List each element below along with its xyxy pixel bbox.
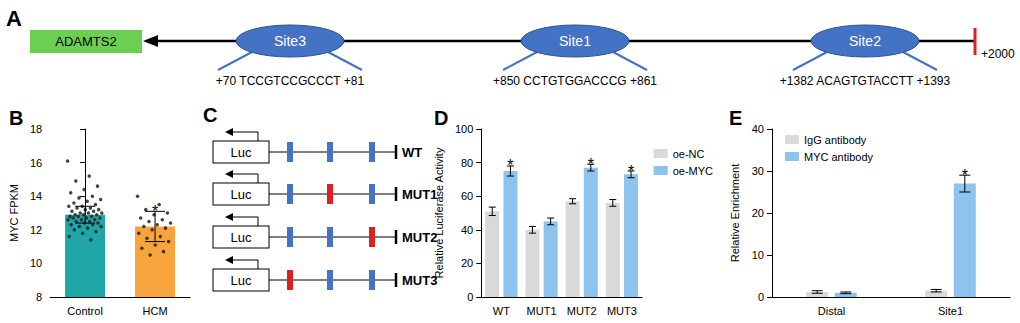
svg-text:MYC antibody: MYC antibody — [804, 151, 874, 163]
svg-text:Relative Enrichment: Relative Enrichment — [729, 164, 741, 262]
svg-text:WT: WT — [493, 305, 510, 317]
svg-text:HCM: HCM — [143, 305, 168, 317]
svg-text:30: 30 — [752, 165, 764, 177]
svg-text:oe-NC: oe-NC — [673, 148, 705, 160]
svg-text:MUT2: MUT2 — [402, 230, 438, 245]
svg-text:+70 TCCGTCCGCCCT +81: +70 TCCGTCCGCCCT +81 — [216, 74, 365, 88]
svg-text:MUT2: MUT2 — [567, 305, 597, 317]
svg-text:Relative Luciferase Activity: Relative Luciferase Activity — [433, 147, 445, 278]
svg-text:18: 18 — [30, 123, 42, 135]
svg-text:0: 0 — [467, 291, 473, 303]
svg-text:+850 CCTGTGGACCCG +861: +850 CCTGTGGACCCG +861 — [493, 74, 657, 88]
svg-text:8: 8 — [36, 291, 42, 303]
svg-text:40: 40 — [752, 123, 764, 135]
svg-text:C: C — [203, 104, 217, 126]
svg-text:*: * — [152, 203, 158, 220]
svg-text:MUT3: MUT3 — [402, 273, 438, 288]
svg-text:40: 40 — [461, 224, 473, 236]
svg-text:20: 20 — [461, 257, 473, 269]
svg-text:Site1: Site1 — [559, 33, 591, 49]
svg-text:Control: Control — [67, 305, 102, 317]
svg-text:*: * — [962, 167, 968, 184]
svg-text:+1382 ACAGTGTACCTT +1393: +1382 ACAGTGTACCTT +1393 — [780, 74, 951, 88]
svg-text:*: * — [628, 163, 634, 180]
svg-text:Site1: Site1 — [938, 305, 963, 317]
svg-text:MYC FPKM: MYC FPKM — [8, 184, 20, 242]
svg-text:oe-MYC: oe-MYC — [673, 165, 713, 177]
svg-text:20: 20 — [752, 207, 764, 219]
svg-text:Site2: Site2 — [849, 33, 881, 49]
svg-text:+2000: +2000 — [981, 47, 1015, 61]
svg-text:0: 0 — [758, 291, 764, 303]
svg-text:D: D — [434, 107, 448, 129]
svg-text:ADAMTS2: ADAMTS2 — [55, 34, 116, 49]
svg-text:IgG antibody: IgG antibody — [804, 134, 867, 146]
svg-text:100: 100 — [455, 123, 473, 135]
svg-text:WT: WT — [402, 145, 422, 160]
svg-text:60: 60 — [461, 190, 473, 202]
svg-text:Luc: Luc — [231, 230, 252, 245]
svg-text:MUT1: MUT1 — [402, 187, 438, 202]
svg-text:MUT3: MUT3 — [607, 305, 637, 317]
svg-text:Luc: Luc — [231, 145, 252, 160]
svg-text:10: 10 — [752, 249, 764, 261]
svg-text:Distal: Distal — [818, 305, 846, 317]
svg-text:12: 12 — [30, 224, 42, 236]
svg-text:*: * — [588, 156, 594, 173]
svg-text:A: A — [6, 6, 22, 31]
svg-text:10: 10 — [30, 257, 42, 269]
svg-text:B: B — [9, 107, 23, 129]
svg-text:14: 14 — [30, 190, 42, 202]
svg-text:*: * — [507, 157, 513, 174]
svg-text:16: 16 — [30, 157, 42, 169]
svg-text:MUT1: MUT1 — [527, 305, 557, 317]
svg-text:E: E — [729, 107, 742, 129]
svg-text:Site3: Site3 — [274, 33, 306, 49]
svg-text:Luc: Luc — [231, 187, 252, 202]
svg-text:80: 80 — [461, 157, 473, 169]
svg-text:Luc: Luc — [231, 273, 252, 288]
